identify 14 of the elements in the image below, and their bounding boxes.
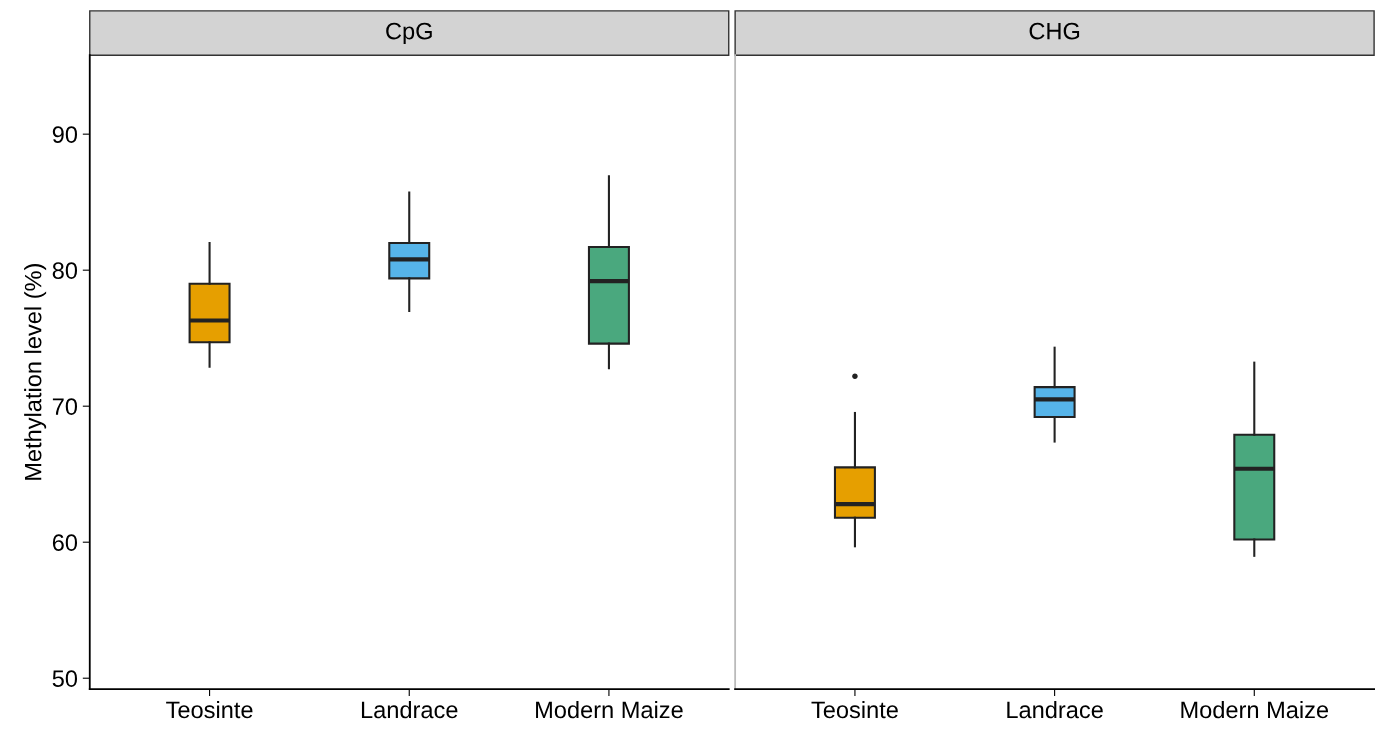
- y-tick-label: 90: [52, 126, 78, 143]
- x-tick-label: Landrace: [361, 700, 458, 719]
- x-tick-label: Teosinte: [811, 700, 898, 719]
- chart-title: CHG: [1029, 22, 1080, 40]
- y-tick-label: 60: [52, 534, 78, 551]
- y-tick-label: 70: [52, 398, 78, 415]
- x-tick-label: Landrace: [1007, 700, 1103, 719]
- x-tick-label: Modern Maize: [536, 700, 683, 719]
- chart-title: CpG: [386, 22, 432, 45]
- x-tick-label: Teosinte: [166, 700, 253, 719]
- y-axis-title: Methylation level (%): [24, 264, 47, 480]
- x-tick-label: Modern Maize: [1181, 700, 1329, 719]
- y-tick-label: 50: [52, 670, 78, 687]
- y-tick-label: 80: [52, 262, 78, 279]
